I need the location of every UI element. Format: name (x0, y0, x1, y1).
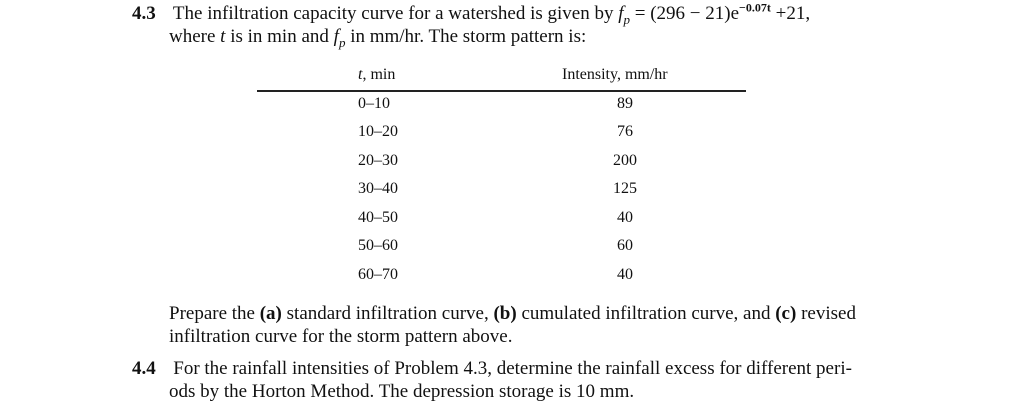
f-subscript-2: p (338, 34, 346, 50)
problem-4-3-line-1: 4.3 The infiltration capacity curve for … (132, 0, 811, 27)
table-cell-intensity: 60 (617, 237, 633, 254)
instruction-part-d: revised (796, 303, 856, 324)
problem-4-3-instruction-line-2: infiltration curve for the storm pattern… (169, 326, 513, 347)
table-header-time: t, min (358, 66, 395, 84)
table-cell-intensity: 89 (617, 95, 633, 112)
option-c-label: (c) (775, 303, 797, 324)
problem-4-4-line-2: ods by the Horton Method. The depression… (169, 381, 635, 402)
problem-4-3-intro: The infiltration capacity curve for a wa… (172, 3, 619, 24)
table-cell-intensity: 125 (613, 180, 637, 197)
equation: = (296 − 21)e (629, 3, 740, 24)
problem-4-4-text-1: For the rainfall intensities of Problem … (173, 358, 852, 379)
problem-4-3-number: 4.3 (132, 3, 156, 24)
problem-4-3-line-2: where t is in min and fp in mm/hr. The s… (169, 26, 587, 50)
header-time-unit: , min (362, 66, 396, 83)
instruction-part-b: standard infiltration curve, (281, 303, 494, 324)
table-cell-intensity: 40 (617, 266, 633, 283)
table-cell-time: 60–70 (358, 266, 398, 283)
f-symbol: f (618, 3, 624, 24)
equation-tail: +21, (770, 3, 811, 24)
equation-exponent: −0.07t (739, 0, 771, 15)
instruction-part-a: Prepare the (169, 303, 260, 324)
table-cell-time: 30–40 (358, 180, 398, 197)
problem-4-4-number: 4.4 (132, 358, 156, 379)
t-symbol: t (220, 26, 226, 47)
table-cell-time: 10–20 (358, 123, 398, 140)
line2-part-b: is in min and (225, 26, 334, 47)
table-header-rule (257, 90, 746, 92)
instruction-part-c: cumulated infiltration curve, and (516, 303, 776, 324)
line2-part-c: in mm/hr. The storm pattern is: (345, 26, 587, 47)
table-cell-time: 20–30 (358, 152, 398, 169)
option-b-label: (b) (493, 303, 517, 324)
line2-part-a: where (169, 26, 221, 47)
table-cell-intensity: 40 (617, 209, 633, 226)
header-t-symbol: t (358, 66, 363, 83)
problem-4-3-instruction-line-1: Prepare the (a) standard infiltration cu… (169, 303, 856, 325)
table-cell-intensity: 76 (617, 123, 633, 140)
table-header-intensity: Intensity, mm/hr (562, 66, 668, 83)
problem-4-4-line-1: 4.4 For the rainfall intensities of Prob… (132, 358, 852, 380)
table-cell-intensity: 200 (613, 152, 637, 169)
table-cell-time: 50–60 (358, 237, 398, 254)
f-subscript: p (623, 11, 630, 27)
option-a-label: (a) (259, 303, 282, 324)
f-symbol-2: f (333, 26, 339, 47)
table-cell-time: 40–50 (358, 209, 398, 226)
table-cell-time: 0–10 (358, 95, 390, 112)
